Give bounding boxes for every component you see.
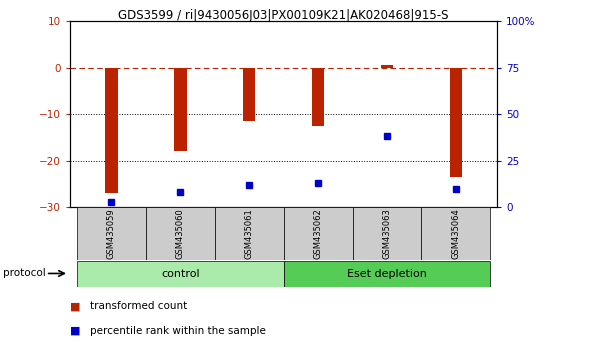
Text: percentile rank within the sample: percentile rank within the sample [90,326,266,336]
Text: GSM435060: GSM435060 [176,208,185,259]
Bar [422,207,490,260]
Bar [381,65,393,68]
Bar [174,68,187,152]
Bar [146,207,215,260]
Text: GSM435059: GSM435059 [107,208,116,259]
Text: ■: ■ [70,326,81,336]
Text: GSM435063: GSM435063 [382,208,392,259]
Bar [77,207,146,260]
Bar [353,207,422,260]
Text: transformed count: transformed count [90,301,187,311]
Bar [77,261,284,287]
Text: GSM435062: GSM435062 [314,208,323,259]
Bar [312,68,325,126]
Bar [243,68,256,121]
Text: GSM435061: GSM435061 [245,208,254,259]
Bar [284,207,353,260]
Text: GDS3599 / ri|9430056J03|PX00109K21|AK020468|915-S: GDS3599 / ri|9430056J03|PX00109K21|AK020… [118,9,449,22]
Bar [215,207,284,260]
Bar [106,68,118,193]
Bar [284,261,490,287]
Bar [450,68,462,177]
Text: ■: ■ [70,301,81,311]
Text: GSM435064: GSM435064 [451,208,461,259]
Text: Eset depletion: Eset depletion [347,269,427,279]
Text: control: control [161,269,199,279]
Text: protocol: protocol [3,268,46,278]
